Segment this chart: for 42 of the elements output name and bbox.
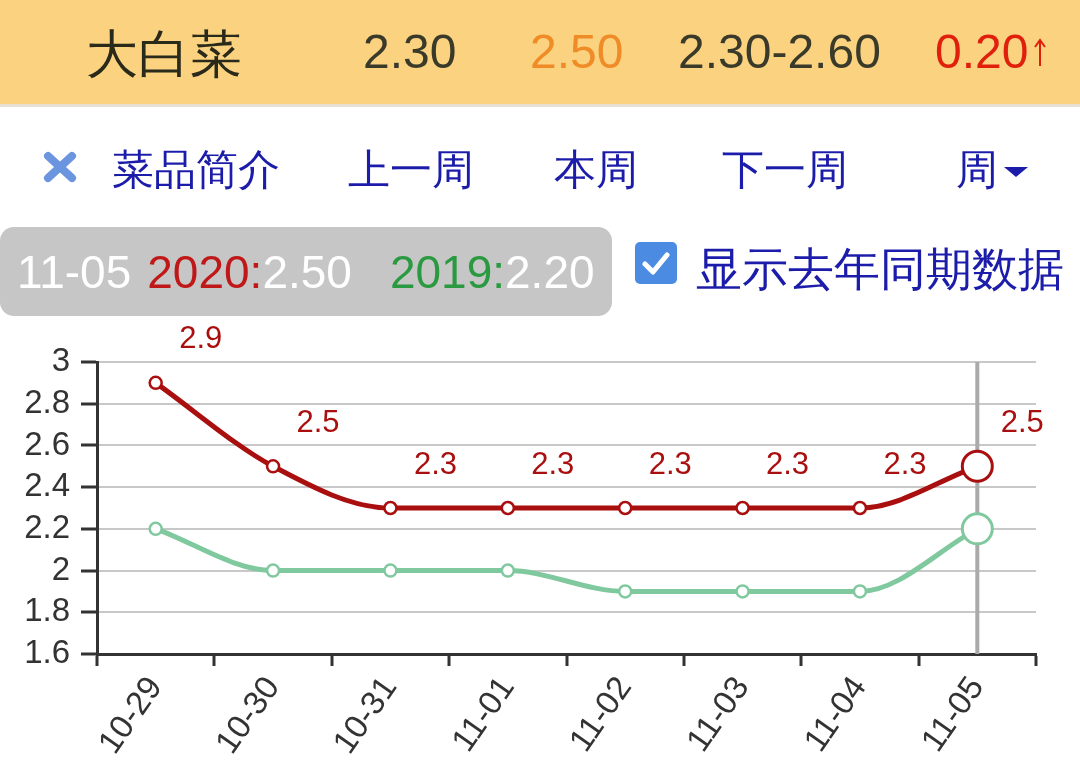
point — [617, 584, 633, 599]
data-label: 2.3 — [648, 445, 692, 481]
data-label: 2.5 — [1000, 403, 1044, 439]
y-tick-label: 2.4 — [24, 466, 70, 504]
data-label: 2.9 — [179, 320, 223, 356]
text: 菜品简介 — [112, 146, 280, 193]
point — [148, 375, 163, 391]
point — [500, 563, 516, 578]
y-tick-label: 2.2 — [24, 507, 70, 545]
data-label: 2.3 — [413, 445, 457, 481]
text: 本周 — [554, 146, 638, 193]
y-tick-label: 2.8 — [24, 382, 70, 420]
text: 显示去年同期数据 — [696, 243, 1064, 295]
data-label: 2.3 — [766, 445, 810, 481]
point — [617, 500, 633, 516]
tooltip: 11-05 2020:2.50 2019:2.20 — [0, 227, 612, 316]
point — [852, 500, 868, 516]
text: 2.50 — [530, 25, 624, 78]
data-label: 2.5 — [296, 403, 340, 439]
y-tick-label: 1.8 — [24, 591, 70, 629]
point — [500, 500, 516, 516]
data-label: 2.3 — [883, 445, 927, 481]
text: 下一周 — [722, 146, 848, 193]
y-tick-label: 3 — [51, 341, 70, 379]
y-tick-label: 2 — [51, 549, 70, 587]
text: 2.30-2.60 — [678, 25, 881, 78]
y-tick-label: 1.6 — [24, 633, 70, 671]
text: 0.20 — [935, 25, 1029, 78]
text: 周 — [956, 146, 998, 193]
text: 2.30 — [363, 25, 457, 78]
data-label: 2.3 — [531, 445, 575, 481]
point — [383, 563, 398, 578]
point — [852, 584, 868, 599]
y-tick-label: 2.6 — [24, 424, 70, 462]
chart-title: 大白菜 — [86, 25, 242, 83]
point — [265, 459, 281, 474]
point — [735, 500, 750, 516]
point — [265, 563, 281, 578]
point — [383, 500, 398, 516]
point — [148, 521, 163, 537]
point — [735, 584, 750, 599]
text: 上一周 — [348, 146, 474, 193]
